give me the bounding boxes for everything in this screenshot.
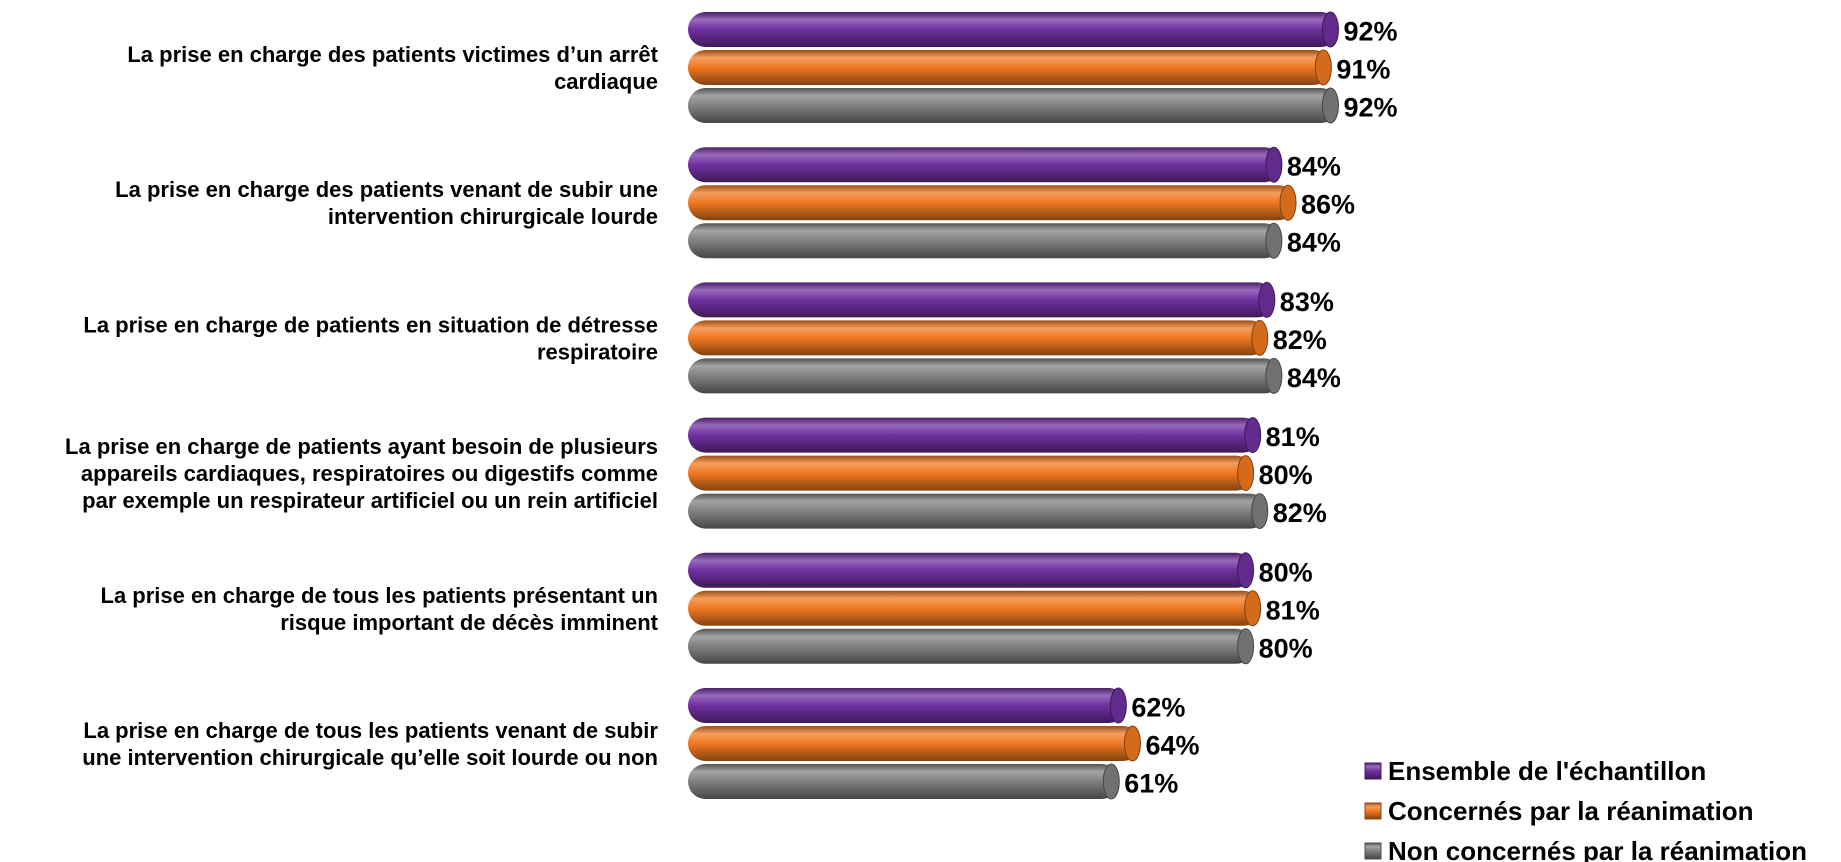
value-label-non-concernes-par-la-reanimation-4: 82% [1273,498,1327,528]
legend-item-ensemble-de-l-echantillon: Ensemble de l'échantillon [1364,756,1706,786]
bar-non-concernes-par-la-reanimation-3 [688,358,1282,394]
legend-label: Concernés par la réanimation [1388,796,1754,826]
bar-ensemble-de-l-echantillon-1 [688,12,1339,47]
bar-cap-non-concernes-par-la-reanimation-4 [1251,493,1269,530]
bar-concernes-par-la-reanimation-5 [688,590,1261,626]
value-label-concernes-par-la-reanimation-4: 80% [1259,460,1313,490]
bar-cap-ensemble-de-l-echantillon-5 [1237,552,1255,589]
bar-ensemble-de-l-echantillon-2 [688,147,1282,183]
bar-cap-ensemble-de-l-echantillon-4 [1244,417,1262,454]
category-label-5: La prise en charge de tous les patients … [101,583,659,635]
value-label-ensemble-de-l-echantillon-3: 83% [1280,287,1334,317]
value-label-ensemble-de-l-echantillon-4: 81% [1266,422,1320,452]
bar-concernes-par-la-reanimation-1 [688,50,1332,85]
bar-non-concernes-par-la-reanimation-6 [688,764,1120,799]
category-label-2: La prise en charge des patients venant d… [115,177,658,229]
value-label-concernes-par-la-reanimation-6: 64% [1145,731,1199,761]
bar-cap-non-concernes-par-la-reanimation-6 [1102,763,1120,800]
bar-non-concernes-par-la-reanimation-2 [688,223,1282,259]
value-label-ensemble-de-l-echantillon-6: 62% [1131,693,1185,723]
bar-concernes-par-la-reanimation-4 [688,455,1254,491]
value-label-non-concernes-par-la-reanimation-3: 84% [1287,363,1341,393]
bar-cap-ensemble-de-l-echantillon-3 [1258,281,1276,318]
bar-cap-non-concernes-par-la-reanimation-3 [1265,357,1283,394]
legend-label: Non concernés par la réanimation [1388,836,1807,862]
bar-cap-concernes-par-la-reanimation-2 [1279,184,1297,221]
bars-layer [688,11,1339,800]
bar-ensemble-de-l-echantillon-5 [688,552,1254,588]
bar-ensemble-de-l-echantillon-6 [688,688,1127,723]
value-label-concernes-par-la-reanimation-1: 91% [1336,55,1390,85]
bar-concernes-par-la-reanimation-3 [688,320,1268,356]
bar-non-concernes-par-la-reanimation-1 [688,88,1339,123]
category-label-4: La prise en charge de patients ayant bes… [65,434,658,513]
bar-cap-concernes-par-la-reanimation-5 [1244,590,1262,627]
bar-cap-ensemble-de-l-echantillon-1 [1321,11,1339,48]
bar-cap-non-concernes-par-la-reanimation-1 [1321,87,1339,124]
bar-non-concernes-par-la-reanimation-5 [688,628,1254,664]
bar-cap-non-concernes-par-la-reanimation-5 [1237,628,1255,665]
value-label-concernes-par-la-reanimation-2: 86% [1301,190,1355,220]
bar-ensemble-de-l-echantillon-3 [688,282,1275,318]
legend-item-non-concernes-par-la-reanimation: Non concernés par la réanimation [1364,836,1807,862]
category-label-3: La prise en charge de patients en situat… [83,312,658,364]
value-label-non-concernes-par-la-reanimation-2: 84% [1287,228,1341,258]
bar-concernes-par-la-reanimation-2 [688,185,1297,221]
bar-cap-ensemble-de-l-echantillon-2 [1265,146,1283,183]
bar-cap-concernes-par-la-reanimation-3 [1251,319,1269,356]
value-label-ensemble-de-l-echantillon-5: 80% [1259,557,1313,587]
value-label-non-concernes-par-la-reanimation-5: 80% [1259,633,1313,663]
bar-cap-concernes-par-la-reanimation-6 [1123,725,1141,762]
legend-item-concernes-par-la-reanimation: Concernés par la réanimation [1364,796,1754,826]
legend-swatch [1364,802,1382,820]
value-label-non-concernes-par-la-reanimation-1: 92% [1343,93,1397,123]
category-labels: 92% 91% 92% La prise en charge des patients… [65,17,1397,799]
bar-cap-concernes-par-la-reanimation-1 [1314,49,1332,86]
bar-non-concernes-par-la-reanimation-4 [688,493,1268,529]
bar-cap-concernes-par-la-reanimation-4 [1237,455,1255,492]
value-label-ensemble-de-l-echantillon-2: 84% [1287,152,1341,182]
value-label-concernes-par-la-reanimation-5: 81% [1266,595,1320,625]
bar-cap-non-concernes-par-la-reanimation-2 [1265,222,1283,259]
value-label-ensemble-de-l-echantillon-1: 92% [1343,17,1397,47]
legend-swatch [1364,762,1382,780]
value-label-concernes-par-la-reanimation-3: 82% [1273,325,1327,355]
bar-concernes-par-la-reanimation-6 [688,726,1141,761]
legend-swatch [1364,842,1382,860]
bar-ensemble-de-l-echantillon-4 [688,417,1261,453]
bar-cap-ensemble-de-l-echantillon-6 [1109,687,1127,724]
category-label-1: La prise en charge des patients victimes… [127,42,658,94]
legend: Ensemble de l'échantillon Concernés par l… [1364,756,1807,862]
value-label-non-concernes-par-la-reanimation-6: 61% [1124,769,1178,799]
category-label-6: La prise en charge de tous les patients … [82,718,658,770]
legend-label: Ensemble de l'échantillon [1388,756,1706,786]
